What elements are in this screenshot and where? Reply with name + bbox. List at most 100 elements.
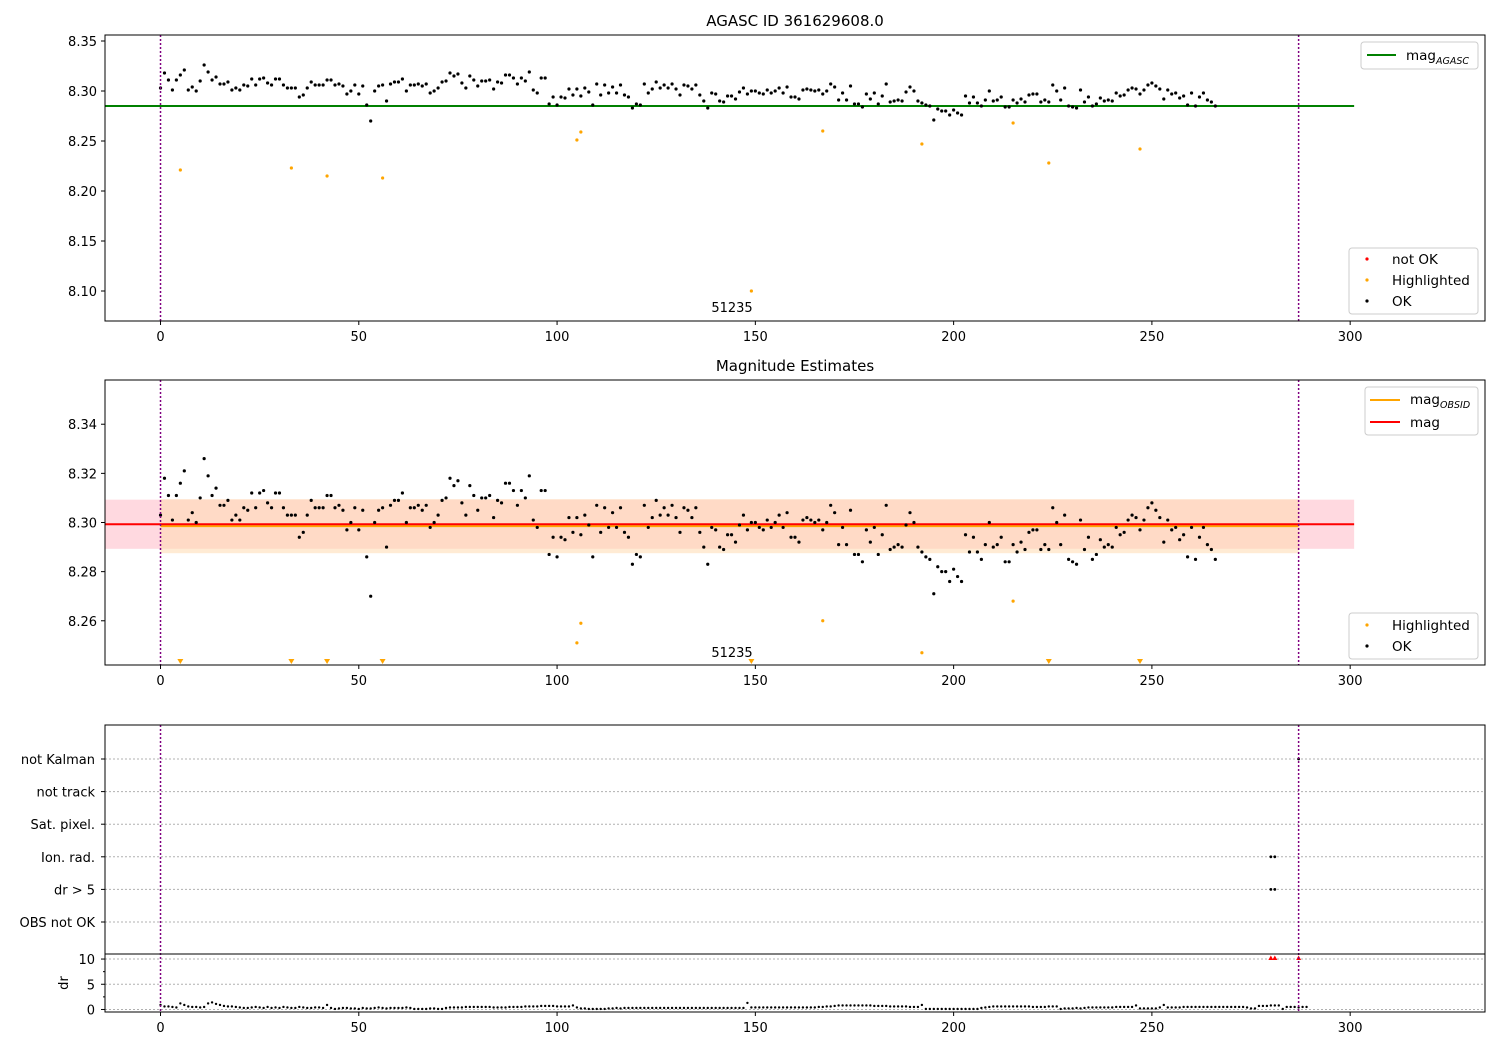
- dr-point: [1170, 1006, 1173, 1009]
- dr-point: [928, 1007, 932, 1011]
- x-tick-label: 150: [743, 674, 768, 689]
- ok-point: [575, 515, 579, 520]
- dr-point: [865, 1004, 868, 1007]
- dr-point: [892, 1005, 896, 1008]
- dr-point: [1281, 1007, 1284, 1011]
- dr-point: [1126, 1005, 1130, 1009]
- ok-point: [912, 89, 916, 93]
- ok-point: [1070, 105, 1075, 109]
- ok-point: [1146, 506, 1150, 510]
- dr-point: [1079, 1007, 1082, 1010]
- ok-point: [650, 87, 654, 91]
- ok-point: [1182, 533, 1186, 537]
- ok-point: [285, 513, 290, 517]
- ok-point: [987, 89, 991, 93]
- ok-point: [377, 84, 381, 88]
- agasc-line-legend-box: [1360, 41, 1479, 70]
- ok-point: [860, 560, 865, 564]
- dr-point: [536, 1005, 539, 1008]
- highlighted-point: [178, 168, 182, 172]
- ok-point: [714, 92, 718, 96]
- ok-point: [1201, 525, 1206, 530]
- dr-point: [460, 1006, 464, 1009]
- ok-point: [492, 515, 496, 520]
- ok-point: [1078, 518, 1083, 522]
- ok-point: [472, 493, 476, 498]
- ok-point: [174, 78, 178, 82]
- ok-point: [293, 513, 297, 517]
- ok-point: [1098, 96, 1102, 100]
- dr-point: [825, 1005, 828, 1008]
- dr-point: [222, 1004, 226, 1008]
- ok-point: [476, 84, 480, 88]
- dr-point: [575, 1006, 579, 1009]
- ok-point: [1067, 557, 1071, 561]
- ok-point: [1150, 501, 1154, 505]
- ok-point: [265, 501, 270, 505]
- ok-point: [400, 491, 405, 495]
- ok-point: [289, 86, 293, 90]
- dr-point: [1305, 1005, 1308, 1009]
- ok-point: [781, 91, 785, 95]
- dr-point: [984, 1006, 987, 1009]
- ok-point: [369, 119, 373, 123]
- dr-point: [730, 1006, 733, 1010]
- ok-point: [305, 513, 309, 517]
- ok-point: [944, 570, 948, 574]
- ok-point: [563, 96, 567, 100]
- ok-point: [987, 520, 991, 525]
- dr-point: [595, 1007, 598, 1011]
- ok-point: [932, 118, 936, 122]
- ok-point: [710, 525, 714, 530]
- ok-point: [702, 99, 706, 103]
- dr-point: [302, 1006, 305, 1009]
- ok-point: [202, 63, 206, 67]
- ok-point: [769, 91, 773, 95]
- dr-point: [171, 1005, 174, 1009]
- dr-point: [762, 1006, 765, 1009]
- ok-point: [519, 488, 523, 493]
- dr-point: [321, 1006, 325, 1010]
- ok-point: [277, 77, 282, 81]
- dr-point: [1027, 1005, 1031, 1008]
- highlighted-point: [579, 621, 583, 625]
- ok-point: [876, 552, 880, 557]
- ok-point: [555, 555, 559, 559]
- dr-point: [1289, 1005, 1292, 1009]
- ok-point: [876, 102, 880, 106]
- ok-point: [230, 518, 234, 522]
- ok-point: [1023, 100, 1027, 104]
- ok-point: [388, 82, 393, 86]
- ok-point: [864, 528, 868, 532]
- x-tick-label: 100: [545, 330, 570, 345]
- legend-mag-label: mag: [1410, 415, 1440, 431]
- ok-point: [1185, 555, 1190, 559]
- ok-point: [456, 72, 460, 76]
- ok-point: [250, 77, 254, 81]
- dr-point: [619, 1007, 622, 1010]
- flag-point: [1273, 855, 1277, 859]
- ok-point: [888, 547, 892, 552]
- x-tick-label: 0: [156, 330, 164, 345]
- ok-point: [293, 86, 297, 90]
- dr-point: [726, 1006, 729, 1010]
- dr-point: [1245, 1006, 1249, 1009]
- ok-point: [1094, 552, 1098, 557]
- ok-point: [908, 85, 912, 89]
- dr-point: [750, 1006, 753, 1009]
- dr-point: [282, 1005, 285, 1009]
- dr-point: [1055, 1005, 1058, 1008]
- ok-point: [591, 103, 595, 107]
- ok-point: [777, 86, 781, 90]
- dr-point: [900, 1005, 904, 1008]
- ok-point: [963, 94, 968, 98]
- x-tick-label: 50: [351, 330, 368, 345]
- dr-point: [1063, 1007, 1066, 1010]
- ok-point: [1015, 550, 1019, 554]
- dr-point: [789, 1006, 793, 1009]
- dr-point: [361, 1006, 364, 1010]
- dr-point: [512, 1005, 515, 1009]
- ok-point: [904, 523, 908, 527]
- magnitude-points-legend-box: [1348, 612, 1479, 660]
- dr-point: [397, 1006, 400, 1010]
